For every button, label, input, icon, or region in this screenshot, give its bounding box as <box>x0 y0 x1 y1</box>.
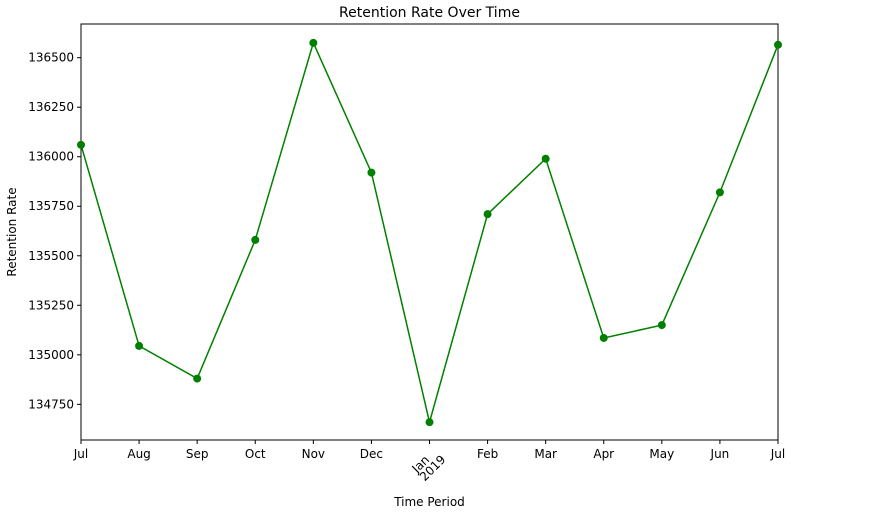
x-axis-label: Time Period <box>393 495 465 509</box>
plot-area <box>80 23 779 441</box>
data-point <box>193 374 202 383</box>
data-point <box>774 40 782 49</box>
y-tick-label: 135750 <box>28 199 74 213</box>
data-point <box>541 154 550 163</box>
y-tick-label: 135250 <box>28 298 74 312</box>
y-tick-label: 134750 <box>28 397 74 411</box>
y-tick-label: 136000 <box>28 150 74 164</box>
x-tick-label: Mar <box>534 447 557 461</box>
y-axis-ticks: 134750 135000 135250 135500 135750 136000 1362… <box>28 51 81 411</box>
data-point <box>599 333 608 342</box>
y-tick-label: 135500 <box>28 249 74 263</box>
data-point <box>657 321 666 330</box>
y-tick-label: 135000 <box>28 348 74 362</box>
x-tick-label: Oct <box>245 447 266 461</box>
data-point <box>483 210 492 219</box>
x-tick-label: Feb <box>477 447 498 461</box>
x-tick-label: Sep <box>186 447 209 461</box>
series-layer <box>77 38 782 427</box>
y-axis-label: Retention Rate <box>5 187 19 276</box>
x-tick-label: Aug <box>127 447 150 461</box>
y-tick-label: 136250 <box>28 100 74 114</box>
x-tick-label: May <box>649 447 674 461</box>
x-tick-label: Nov <box>302 447 325 461</box>
chart-title: Retention Rate Over Time <box>339 5 520 21</box>
data-point <box>251 235 260 244</box>
x-tick-label: Jul <box>73 447 88 461</box>
data-point <box>77 140 85 149</box>
x-tick-label: Dec <box>360 447 383 461</box>
data-point <box>715 188 724 197</box>
x-tick-label: Jul <box>770 447 785 461</box>
data-point <box>135 341 144 350</box>
y-tick-label: 136500 <box>28 51 74 65</box>
data-point <box>425 418 434 427</box>
x-tick-label: Apr <box>593 447 614 461</box>
x-tick-label: Jun <box>710 447 730 461</box>
data-point <box>367 168 376 177</box>
data-point <box>309 38 318 47</box>
